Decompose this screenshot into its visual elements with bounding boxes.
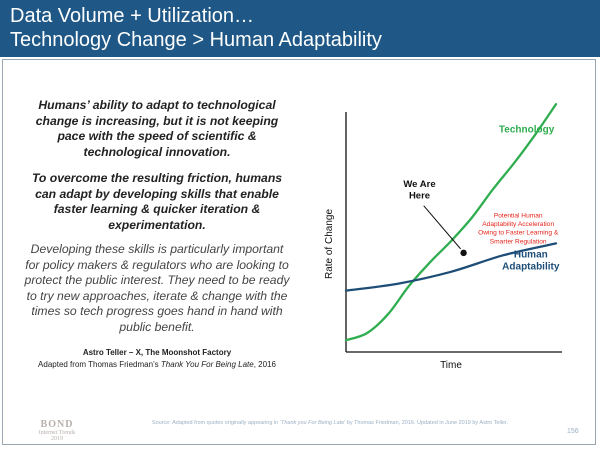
slide-title-line1: Data Volume + Utilization… — [10, 5, 255, 27]
x-axis-label: Time — [440, 360, 462, 371]
acceleration-annotation-line3: Owing to Faster Learning & — [478, 230, 559, 237]
technology-series-label: Technology — [499, 125, 555, 136]
we-are-here-pointer — [423, 205, 461, 250]
source-prefix: Source: Adapted from quotes originally a… — [151, 420, 281, 426]
logo-year: 2019 — [51, 436, 63, 442]
paragraph-humans-ability: Humans’ ability to adapt to technologica… — [35, 98, 279, 159]
page-number: 156 — [567, 428, 579, 435]
slide-title-line2: Technology Change > Human Adaptability — [10, 29, 382, 51]
source-suffix: ’ by Thomas Friedman, 2016. Updated in J… — [344, 420, 509, 426]
we-are-here-marker — [460, 249, 467, 257]
human-adaptability-series-line — [344, 242, 558, 292]
attribution-book-title: Thank You For Being Late — [160, 360, 254, 369]
human-series-label-line1: Human — [514, 250, 548, 261]
attribution-prefix: Adapted from Thomas Friedman’s — [38, 360, 161, 369]
content-frame — [2, 59, 596, 445]
acceleration-annotation-line1: Potential Human — [494, 212, 543, 219]
acceleration-annotation-line2: Adaptability Acceleration — [482, 221, 554, 228]
human-series-label-line2: Adaptability — [502, 261, 560, 272]
source-note: Source: Adapted from quotes originally a… — [105, 420, 555, 426]
slide-header: Data Volume + Utilization… Technology Ch… — [0, 0, 600, 57]
we-are-here-label-line1: We Are — [403, 179, 435, 190]
acceleration-annotation-line4: Smarter Regulation — [490, 238, 547, 245]
bond-logo: BOND Internet Trends 2019 — [22, 419, 92, 442]
logo-internet-trends: Internet Trends — [38, 430, 76, 436]
attribution-year: , 2016 — [253, 360, 276, 369]
technology-series-line — [344, 103, 558, 342]
attribution-source: Adapted from Thomas Friedman’s Thank You… — [22, 360, 292, 369]
we-are-here-label-line2: Here — [409, 191, 430, 202]
source-book-title: Thank you For Being Late — [280, 420, 345, 426]
logo-bond-text: BOND — [40, 419, 74, 430]
paragraph-policy-makers: Developing these skills is particularly … — [24, 242, 290, 334]
paragraph-overcome-friction: To overcome the resulting friction, huma… — [31, 171, 283, 232]
y-axis-label: Rate of Change — [324, 209, 335, 279]
attribution-author: Astro Teller – X, The Moonshot Factory — [82, 348, 232, 357]
